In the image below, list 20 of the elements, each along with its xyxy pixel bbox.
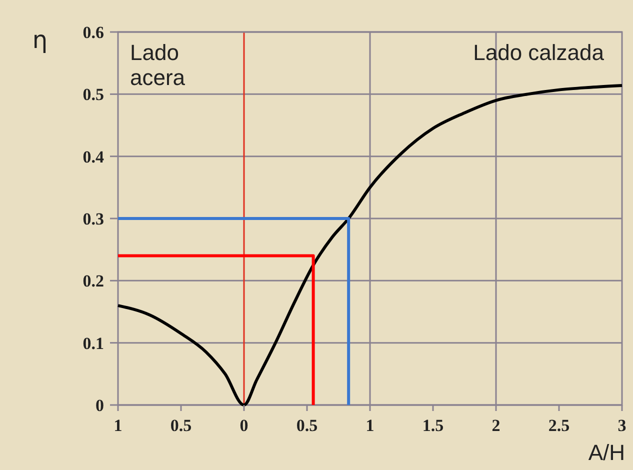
y-tick-label: 0.1: [82, 334, 104, 353]
y-tick-label: 0.3: [82, 209, 104, 228]
y-axis-title: η: [32, 26, 48, 54]
annotation: Lado calzada: [473, 40, 605, 65]
x-tick-label: 3: [618, 416, 626, 435]
x-tick-label: 1: [114, 416, 122, 435]
y-tick-label: 0.2: [82, 272, 104, 291]
x-tick-label: 1: [366, 416, 374, 435]
x-tick-label: 0.5: [170, 416, 192, 435]
y-tick-label: 0.6: [82, 22, 104, 42]
x-axis-title: A/H: [588, 440, 625, 465]
x-tick-label: 2.5: [548, 416, 570, 435]
annotation: Lado acera: [130, 40, 186, 90]
x-tick-label: 2: [492, 416, 500, 435]
x-tick-label: 0.5: [296, 416, 318, 435]
y-tick-label: 0: [96, 396, 104, 415]
x-tick-label: 0: [240, 416, 248, 435]
y-tick-label: 0.4: [82, 147, 104, 166]
x-tick-label: 1.5: [422, 416, 444, 435]
y-tick-label: 0.5: [82, 85, 104, 104]
